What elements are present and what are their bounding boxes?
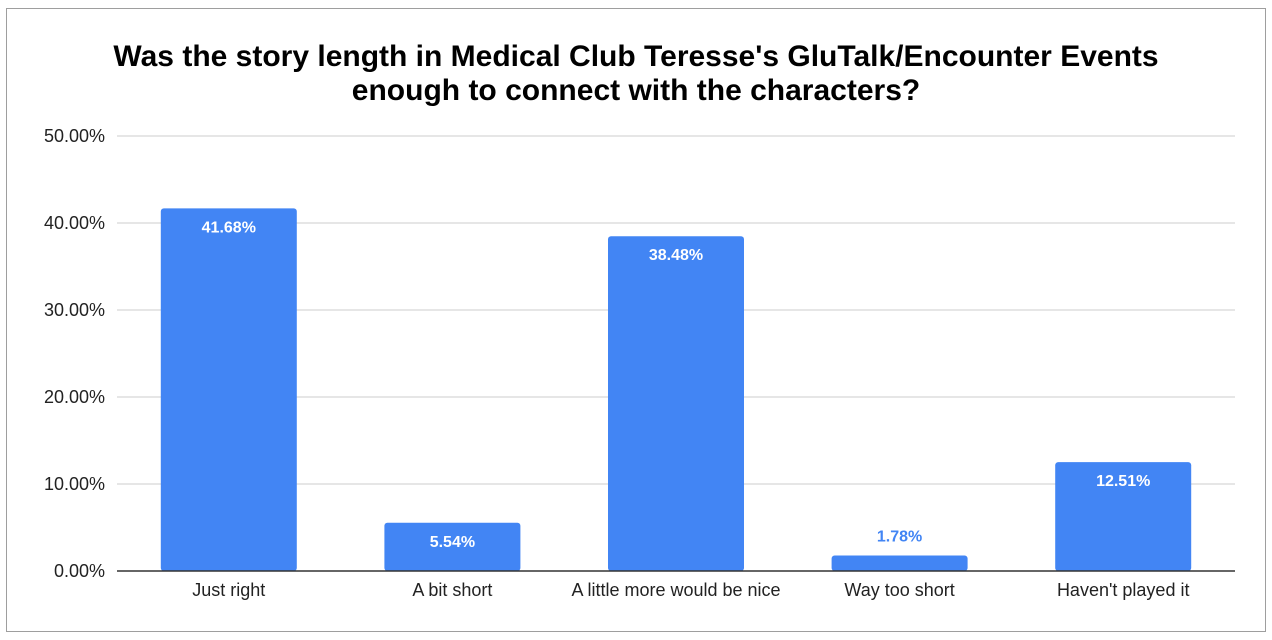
chart-title: Was the story length in Medical Club Ter…	[0, 40, 1272, 108]
data-label: 5.54%	[430, 534, 475, 551]
bar	[1055, 462, 1192, 571]
x-tick-label: Just right	[192, 580, 265, 600]
chart-title-line-2: enough to connect with the characters?	[351, 74, 921, 107]
data-label: 38.48%	[649, 247, 703, 264]
y-tick-label: 50.00%	[44, 126, 105, 146]
chart-title-line-1: Was the story length in Medical Club Ter…	[113, 40, 1159, 73]
x-tick-label: Haven't played it	[1057, 580, 1190, 600]
y-tick-label: 30.00%	[44, 300, 105, 320]
data-label: 41.68%	[202, 219, 256, 236]
y-tick-label: 40.00%	[44, 213, 105, 233]
bar	[608, 236, 744, 571]
x-tick-label: Way too short	[844, 580, 954, 600]
bar	[160, 208, 297, 571]
y-tick-label: 10.00%	[44, 474, 105, 494]
data-label: 1.78%	[877, 529, 922, 546]
bar	[384, 522, 521, 571]
data-label: 12.51%	[1096, 473, 1150, 490]
bar	[831, 555, 968, 571]
y-tick-label: 0.00%	[54, 561, 105, 581]
x-tick-label: A bit short	[412, 580, 492, 600]
y-tick-label: 20.00%	[44, 387, 105, 407]
x-tick-label: A little more would be nice	[571, 580, 780, 600]
